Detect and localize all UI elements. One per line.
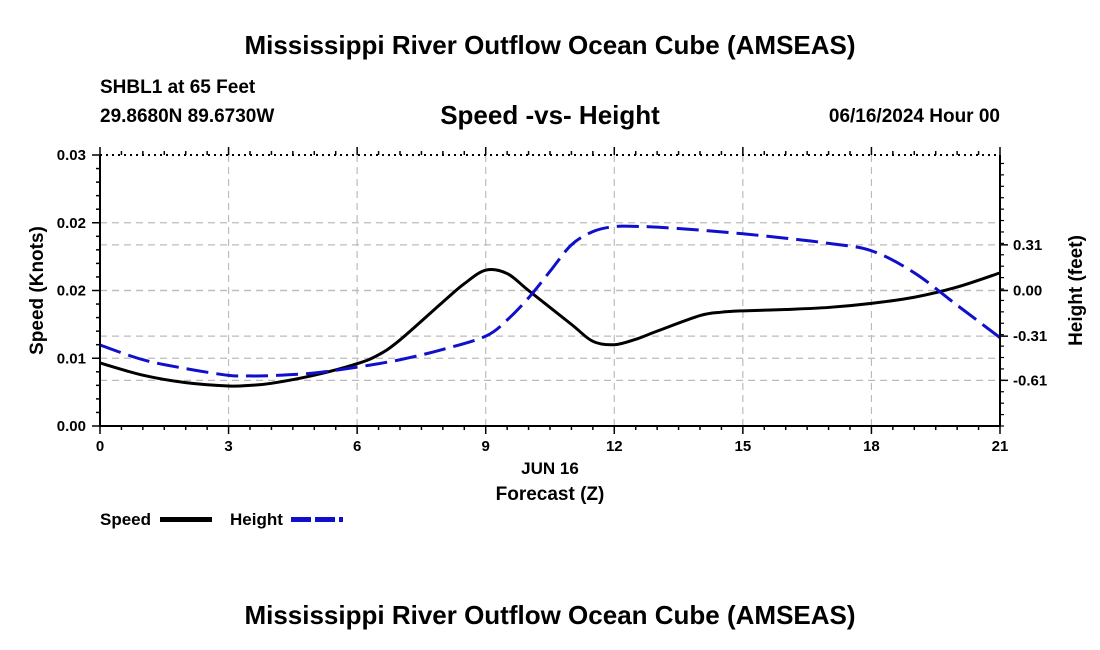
y-tick-label: 0.00 xyxy=(57,418,86,435)
chart-subtitle: Speed -vs- Height xyxy=(440,100,660,130)
x-tick-label: 3 xyxy=(224,438,232,455)
y2-tick-label: -0.61 xyxy=(1013,372,1047,389)
station-label: SHBL1 at 65 Feet xyxy=(100,77,256,98)
y2-tick-label: -0.31 xyxy=(1013,328,1047,345)
x-tick-label: 15 xyxy=(735,438,752,455)
axis-labels: 0 3 6 9 12 15 18 21 0.00 0.01 0.02 0.02 0.03 -0.61 -0.… xyxy=(27,147,1087,505)
forecast-datetime: 06/16/2024 Hour 00 xyxy=(828,106,1000,127)
x-tick-label: 9 xyxy=(482,438,490,455)
series-layer xyxy=(99,224,1001,388)
legend-label-height: Height xyxy=(230,510,283,529)
chart-title-top: Mississippi River Outflow Ocean Cube (AM… xyxy=(244,30,856,60)
x-tick-label: 6 xyxy=(353,438,361,455)
axes xyxy=(92,147,1008,434)
y2-axis-label: Height (feet) xyxy=(1066,235,1087,346)
y-axis-label: Speed (Knots) xyxy=(27,226,48,355)
x-tick-label: 0 xyxy=(96,438,104,455)
legend-label-speed: Speed xyxy=(100,510,152,529)
y-tick-label: 0.03 xyxy=(57,147,86,164)
grid-lines xyxy=(100,155,1000,426)
x-axis-date-label: JUN 16 xyxy=(521,459,579,478)
y-tick-label: 0.02 xyxy=(57,283,86,300)
x-tick-label: 12 xyxy=(606,438,623,455)
y2-tick-label: 0.31 xyxy=(1013,237,1042,254)
y-tick-label: 0.01 xyxy=(57,350,86,367)
series-line-height xyxy=(99,224,1001,378)
legend-swatch-height xyxy=(291,517,343,522)
station-coords: 29.8680N 89.6730W xyxy=(100,106,275,127)
y2-tick-label: 0.00 xyxy=(1013,283,1042,300)
chart-title-bottom: Mississippi River Outflow Ocean Cube (AM… xyxy=(244,600,856,630)
series-line-speed xyxy=(99,268,1001,388)
x-axis-label: Forecast (Z) xyxy=(496,484,605,505)
x-tick-label: 21 xyxy=(992,438,1009,455)
x-tick-label: 18 xyxy=(863,438,880,455)
legend-swatch-speed xyxy=(160,517,212,522)
y-tick-label: 0.02 xyxy=(57,215,86,232)
